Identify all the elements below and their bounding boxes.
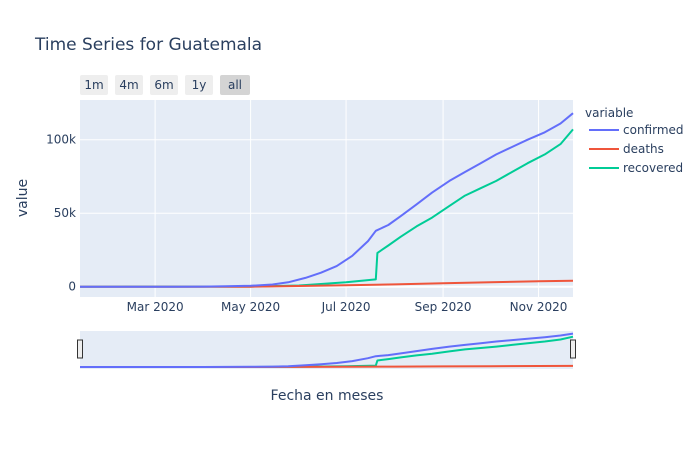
legend-label: confirmed bbox=[623, 123, 684, 137]
range-button-6m[interactable]: 6m bbox=[150, 75, 178, 95]
range-selector: 1m 4m 6m 1y all bbox=[80, 75, 250, 95]
range-button-1y[interactable]: 1y bbox=[185, 75, 213, 95]
legend-item-deaths[interactable]: deaths bbox=[589, 142, 664, 156]
y-tick-labels: 0 50k 100k bbox=[46, 133, 76, 294]
slider-line-confirmed bbox=[80, 332, 574, 368]
legend-item-confirmed[interactable]: confirmed bbox=[589, 123, 684, 137]
x-tick-label: Jul 2020 bbox=[321, 300, 371, 314]
chart-title: Time Series for Guatemala bbox=[34, 35, 262, 55]
legend-label: recovered bbox=[623, 161, 683, 175]
range-slider-handle-left[interactable] bbox=[77, 339, 83, 359]
y-tick-label: 100k bbox=[46, 133, 76, 147]
range-button-label: 1m bbox=[84, 78, 103, 92]
x-tick-label: Mar 2020 bbox=[127, 300, 184, 314]
series-line-confirmed bbox=[80, 112, 574, 288]
series-lines bbox=[79, 112, 574, 288]
range-button-label: 1y bbox=[192, 78, 207, 92]
legend: confirmed deaths recovered bbox=[589, 123, 684, 175]
y-tick-label: 50k bbox=[54, 206, 76, 220]
series-line-recovered bbox=[79, 128, 574, 288]
range-button-label: 4m bbox=[119, 78, 138, 92]
plot-area bbox=[80, 100, 573, 297]
range-slider-lines bbox=[80, 332, 574, 368]
y-axis-label: value bbox=[15, 179, 31, 217]
x-axis-label: Fecha en meses bbox=[271, 388, 384, 404]
range-button-1m[interactable]: 1m bbox=[80, 75, 108, 95]
range-button-label: 6m bbox=[154, 78, 173, 92]
range-button-label: all bbox=[228, 78, 242, 92]
legend-item-recovered[interactable]: recovered bbox=[589, 161, 683, 175]
range-slider-background bbox=[80, 331, 573, 369]
legend-title: variable bbox=[585, 106, 633, 120]
range-slider-handle-right[interactable] bbox=[570, 339, 576, 359]
x-tick-label: Sep 2020 bbox=[415, 300, 472, 314]
range-button-4m[interactable]: 4m bbox=[115, 75, 143, 95]
range-slider[interactable] bbox=[77, 331, 576, 369]
series-line-deaths bbox=[80, 279, 574, 288]
x-tick-labels: Mar 2020 May 2020 Jul 2020 Sep 2020 Nov 2020 bbox=[127, 300, 568, 314]
x-tick-label: Nov 2020 bbox=[510, 300, 568, 314]
range-button-all[interactable]: all bbox=[220, 75, 250, 95]
y-tick-label: 0 bbox=[68, 280, 76, 294]
x-tick-label: May 2020 bbox=[221, 300, 280, 314]
legend-label: deaths bbox=[623, 142, 664, 156]
